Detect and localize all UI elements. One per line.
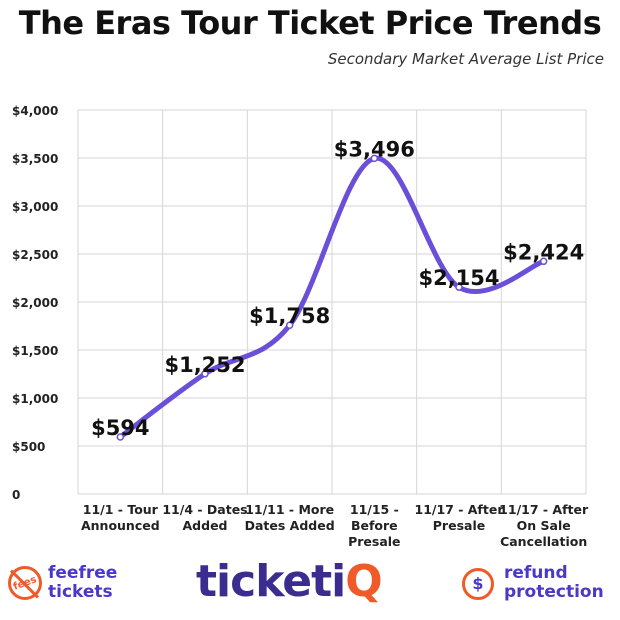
- price-series: [116, 154, 548, 441]
- data-point: [285, 321, 294, 329]
- grid: [77, 109, 587, 495]
- data-label: $2,154: [418, 266, 499, 290]
- y-tick-label: $2,000: [12, 296, 58, 310]
- x-tick-label: 11/17 - After On Sale Cancellation: [499, 502, 589, 549]
- data-point: [455, 283, 463, 291]
- refund-protection-text: refund protection: [504, 563, 604, 602]
- y-tick-label: $3,000: [12, 200, 58, 214]
- y-tick-label: $1,000: [12, 392, 58, 406]
- ticketiq-logo: ticketiQ: [196, 556, 383, 607]
- y-axis-ticks: 0 $500 $1,000 $1,500 $2,000 $2,500 $3,000 $3,50…: [12, 104, 58, 502]
- x-tick-label: 11/11 - More Dates Added: [245, 502, 335, 533]
- y-tick-label: $3,500: [12, 152, 58, 166]
- chart-subtitle: Secondary Market Average List Price: [327, 50, 604, 68]
- data-labels: $594 $1,252 $1,758 $3,496 $2,154$2,424: [91, 137, 584, 440]
- data-label: $3,496: [334, 137, 415, 161]
- feefree-tickets-text: feefree tickets: [48, 563, 118, 602]
- footer-brands: fees feefree tickets ticketiQ $ refund p…: [0, 556, 620, 616]
- feefree-tickets-brand: fees feefree tickets: [8, 560, 128, 612]
- y-tick-label: $2,500: [12, 248, 58, 262]
- y-tick-label: 0: [12, 488, 20, 502]
- data-point: [116, 433, 125, 441]
- refund-protection-brand: $ refund protection: [462, 560, 612, 612]
- x-tick-label: 11/1 - Tour Announced: [81, 502, 160, 533]
- chart-title: The Eras Tour Ticket Price Trends: [18, 4, 602, 42]
- data-label: $1,758: [249, 304, 330, 328]
- y-tick-label: $500: [12, 440, 45, 454]
- no-fees-icon: fees: [8, 566, 42, 600]
- data-label: $2,424: [503, 240, 584, 264]
- data-label: $1,252: [164, 353, 245, 377]
- data-point: [370, 154, 379, 163]
- data-point: [539, 257, 548, 266]
- x-tick-label: 11/4 - Dates Added: [162, 502, 247, 533]
- data-point: [201, 370, 209, 378]
- line-chart: 0 $500 $1,000 $1,500 $2,000 $2,500 $3,000 $3,50…: [12, 104, 589, 549]
- y-tick-label: $1,500: [12, 344, 58, 358]
- y-tick-label: $4,000: [12, 104, 58, 118]
- dollar-refund-icon: $: [462, 568, 494, 600]
- x-tick-label: 11/15 -Before Presale: [348, 502, 400, 549]
- x-tick-label: 11/17 - After Presale: [415, 502, 505, 533]
- data-label: $594: [91, 416, 149, 440]
